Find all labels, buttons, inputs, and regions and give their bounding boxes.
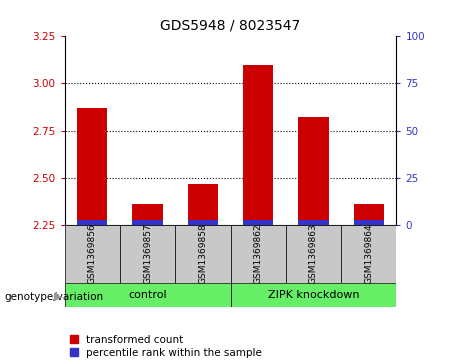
Text: GSM1369863: GSM1369863	[309, 224, 318, 285]
Bar	[341, 225, 396, 283]
Text: ZIPK knockdown: ZIPK knockdown	[268, 290, 359, 300]
Text: GSM1369864: GSM1369864	[364, 224, 373, 285]
Text: GSM1369856: GSM1369856	[88, 224, 97, 285]
Bar	[188, 220, 218, 225]
Bar	[298, 118, 329, 225]
Bar	[65, 283, 230, 307]
Bar	[298, 220, 329, 225]
Bar	[230, 283, 396, 307]
Bar	[77, 108, 107, 225]
Bar	[243, 220, 273, 225]
Text: GSM1369857: GSM1369857	[143, 224, 152, 285]
Bar	[188, 184, 218, 225]
Legend: transformed count, percentile rank within the sample: transformed count, percentile rank withi…	[70, 335, 262, 358]
Bar	[120, 225, 175, 283]
Bar	[175, 225, 230, 283]
Text: GSM1369862: GSM1369862	[254, 224, 263, 285]
Bar	[354, 204, 384, 225]
Bar	[77, 220, 107, 225]
Text: control: control	[128, 290, 167, 300]
Text: GSM1369858: GSM1369858	[198, 224, 207, 285]
Bar	[230, 225, 286, 283]
Bar	[243, 65, 273, 225]
Title: GDS5948 / 8023547: GDS5948 / 8023547	[160, 19, 301, 32]
Bar	[354, 220, 384, 225]
Bar	[132, 204, 163, 225]
Text: genotype/variation: genotype/variation	[5, 291, 104, 302]
Bar	[132, 220, 163, 225]
Bar	[286, 225, 341, 283]
Text: ▶: ▶	[54, 291, 63, 302]
Bar	[65, 225, 120, 283]
